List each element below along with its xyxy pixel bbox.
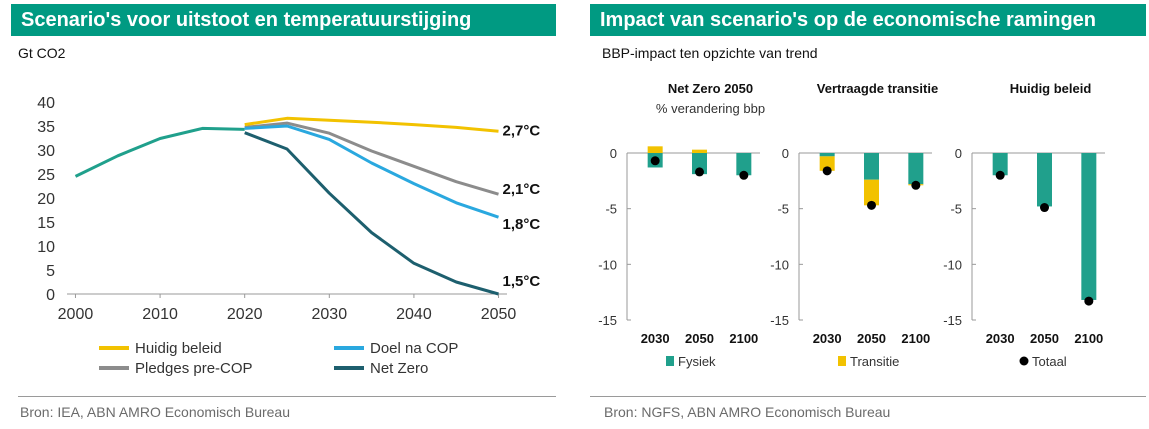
x-tick-label: 2050 xyxy=(1030,331,1059,346)
total-marker xyxy=(650,156,660,166)
emissions-line-chart: 0 5 10 15 20 25 30 35 40 2000 2010 2020 2030 2040 2050… xyxy=(37,95,541,377)
legend-marker xyxy=(1019,356,1029,366)
y-tick-label: -5 xyxy=(950,202,962,217)
x-tick-label: 2030 xyxy=(312,306,348,323)
series-end-label: 2,1°C xyxy=(503,181,541,198)
panel-title: Vertraagde transitie xyxy=(817,81,938,96)
y-tick-label: -15 xyxy=(943,313,962,328)
y-tick-label: 15 xyxy=(37,215,55,232)
x-tick-label: 2020 xyxy=(227,306,263,323)
gdp-impact-panel: Impact van scenario's op de economische … xyxy=(590,0,1149,429)
gdp-impact-bar-chart: Net Zero 2050 % verandering bbp 0 -5 -10 -15 2… xyxy=(598,81,1105,369)
x-tick-label: 2100 xyxy=(729,331,758,346)
bar-transitie xyxy=(864,179,879,206)
y-tick-label: 30 xyxy=(37,143,55,160)
total-marker xyxy=(739,170,749,180)
emissions-chart-title: Scenario's voor uitstoot en temperatuurs… xyxy=(11,4,556,36)
y-tick-label: 0 xyxy=(46,287,55,304)
y-tick-label: 0 xyxy=(782,146,789,161)
legend-label: Pledges pre-COP xyxy=(135,360,253,377)
bar-fysiek xyxy=(1081,153,1097,300)
gdp-impact-chart-title: Impact van scenario's op de economische … xyxy=(590,4,1146,36)
bar-transitie xyxy=(692,149,707,153)
total-marker xyxy=(867,200,876,210)
series-line-doel-na-cop xyxy=(244,124,499,219)
x-tick-label: 2100 xyxy=(1074,331,1103,346)
source-divider xyxy=(590,396,1146,397)
source-divider xyxy=(18,396,556,397)
total-marker xyxy=(695,167,704,177)
total-marker xyxy=(995,170,1005,180)
emissions-y-axis-label: Gt CO2 xyxy=(18,45,66,61)
bar-fysiek xyxy=(736,153,752,176)
y-tick-label: 20 xyxy=(37,191,55,208)
panel-title: Net Zero 2050 xyxy=(668,81,753,96)
x-tick-label: 2030 xyxy=(813,331,842,346)
y-tick-label: 10 xyxy=(37,239,55,256)
bar-transitie xyxy=(819,156,835,171)
y-tick-label: -5 xyxy=(605,202,617,217)
bar-fysiek xyxy=(1037,153,1052,207)
x-tick-label: 2050 xyxy=(857,331,886,346)
y-tick-label: -15 xyxy=(770,313,789,328)
panel-subtitle: % verandering bbp xyxy=(656,101,765,116)
x-tick-label: 2100 xyxy=(901,331,930,346)
series-line-historical xyxy=(74,126,245,178)
x-tick-label: 2050 xyxy=(685,331,714,346)
total-marker xyxy=(1084,296,1094,306)
series-end-label: 1,8°C xyxy=(503,216,541,233)
gdp-impact-subtitle: BBP-impact ten opzichte van trend xyxy=(602,45,818,61)
panel-title: Huidig beleid xyxy=(1010,81,1092,96)
series-line-pledges-pre-cop xyxy=(244,121,499,196)
bar-fysiek xyxy=(992,153,1008,176)
y-tick-label: 25 xyxy=(37,167,55,184)
y-tick-label: -10 xyxy=(598,257,617,272)
legend-label: Totaal xyxy=(1032,354,1067,369)
y-tick-label: -15 xyxy=(598,313,617,328)
bar-fysiek xyxy=(692,153,707,175)
legend-marker xyxy=(666,356,674,366)
total-marker xyxy=(911,180,921,190)
y-tick-label: 0 xyxy=(610,146,617,161)
x-tick-label: 2000 xyxy=(58,306,94,323)
y-tick-label: -10 xyxy=(770,257,789,272)
y-tick-label: -5 xyxy=(777,202,789,217)
x-tick-label: 2030 xyxy=(641,331,670,346)
x-tick-label: 2040 xyxy=(396,306,432,323)
legend-label: Huidig beleid xyxy=(135,340,222,357)
x-tick-label: 2050 xyxy=(481,306,517,323)
y-tick-label: 35 xyxy=(37,119,55,136)
series-end-label: 1,5°C xyxy=(503,273,541,290)
y-tick-label: -10 xyxy=(943,257,962,272)
y-tick-label: 40 xyxy=(37,95,55,112)
gdp-impact-source: Bron: NGFS, ABN AMRO Economisch Bureau xyxy=(604,404,891,420)
series-end-label: 2,7°C xyxy=(503,122,541,139)
legend-marker xyxy=(838,356,846,366)
legend-label: Fysiek xyxy=(678,354,716,369)
total-marker xyxy=(1040,203,1049,213)
series-line-net-zero xyxy=(244,131,499,296)
emissions-source: Bron: IEA, ABN AMRO Economisch Bureau xyxy=(20,404,291,420)
y-tick-label: 5 xyxy=(46,263,55,280)
total-marker xyxy=(822,166,832,176)
bar-fysiek xyxy=(864,153,879,180)
legend-label: Doel na COP xyxy=(370,340,458,357)
legend-label: Transitie xyxy=(850,354,899,369)
emissions-panel: Scenario's voor uitstoot en temperatuurs… xyxy=(0,0,556,429)
series-line-huidig-beleid xyxy=(244,116,499,133)
legend-label: Net Zero xyxy=(370,360,428,377)
x-tick-label: 2030 xyxy=(986,331,1015,346)
bar-fysiek xyxy=(819,153,835,157)
y-tick-label: 0 xyxy=(955,146,962,161)
x-tick-label: 2010 xyxy=(142,306,178,323)
bar-fysiek xyxy=(908,153,924,185)
bar-transitie xyxy=(647,146,663,153)
